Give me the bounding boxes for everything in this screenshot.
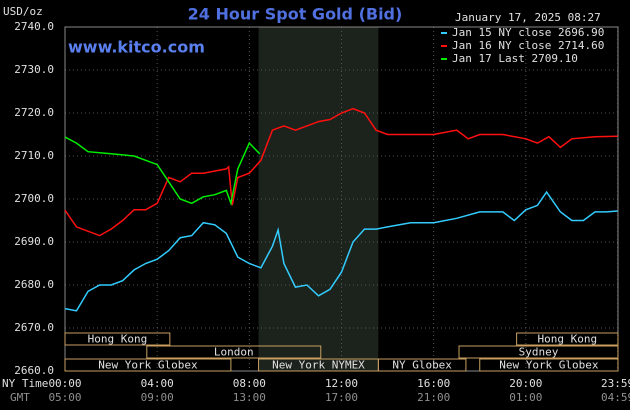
session-label: Hong Kong — [538, 333, 598, 346]
y-tick-label: 2720.0 — [14, 106, 54, 119]
session-label: New York Globex — [98, 359, 198, 372]
price-line — [64, 190, 618, 312]
y-tick-label: 2710.0 — [14, 149, 54, 162]
session-label: Sydney — [519, 346, 559, 359]
x2-axis-label: GMT — [10, 391, 30, 404]
session-bar — [377, 358, 467, 372]
session-bar — [479, 358, 619, 372]
y-tick-label: 2660.0 — [14, 364, 54, 377]
x-tick-label: 08:00 — [233, 377, 266, 390]
x-tick-label: 12:00 — [325, 377, 358, 390]
legend-entry: Jan 15 NY close 2696.90 — [452, 26, 604, 39]
x-tick-label: 16:00 — [417, 377, 450, 390]
session-label: New York NYMEX — [272, 359, 365, 372]
chart-title: 24 Hour Spot Gold (Bid) — [188, 5, 403, 24]
gmt-tick-label: 09:00 — [141, 391, 174, 404]
session-bar — [64, 358, 232, 372]
x-tick-label: 20:00 — [509, 377, 542, 390]
session-label: NY Globex — [392, 359, 452, 372]
price-line — [64, 136, 261, 207]
session-label: New York Globex — [499, 359, 599, 372]
x-tick-label: 00:00 — [48, 377, 81, 390]
website: www.kitco.com — [68, 38, 205, 57]
y-tick-label: 2730.0 — [14, 63, 54, 76]
y-tick-label: 2740.0 — [14, 20, 54, 33]
legend-entry: Jan 16 NY close 2714.60 — [452, 39, 604, 52]
timestamp: January 17, 2025 08:27 — [455, 11, 601, 24]
session-bar — [64, 332, 171, 346]
x-axis-label: NY Time — [2, 377, 48, 390]
session-bar — [146, 345, 322, 359]
gmt-tick-label: 17:00 — [325, 391, 358, 404]
session-shade — [258, 27, 379, 371]
session-label: Hong Kong — [88, 333, 148, 346]
y-tick-label: 2670.0 — [14, 321, 54, 334]
gmt-tick-label: 13:00 — [233, 391, 266, 404]
x-tick-label: 04:00 — [141, 377, 174, 390]
x-tick-label: 23:59 — [601, 377, 630, 390]
gmt-tick-label: 01:00 — [509, 391, 542, 404]
gmt-tick-label: 05:00 — [48, 391, 81, 404]
session-bar — [516, 332, 619, 346]
gmt-tick-label: 21:00 — [417, 391, 450, 404]
legend-entry: Jan 17 Last 2709.10 — [452, 52, 578, 65]
session-label: London — [214, 346, 254, 359]
gmt-tick-label: 04:59 — [601, 391, 630, 404]
y-tick-label: 2690.0 — [14, 235, 54, 248]
price-line — [64, 107, 618, 237]
session-bar — [458, 345, 619, 359]
y-unit: USD/oz — [3, 5, 43, 18]
y-tick-label: 2680.0 — [14, 278, 54, 291]
y-tick-label: 2700.0 — [14, 192, 54, 205]
